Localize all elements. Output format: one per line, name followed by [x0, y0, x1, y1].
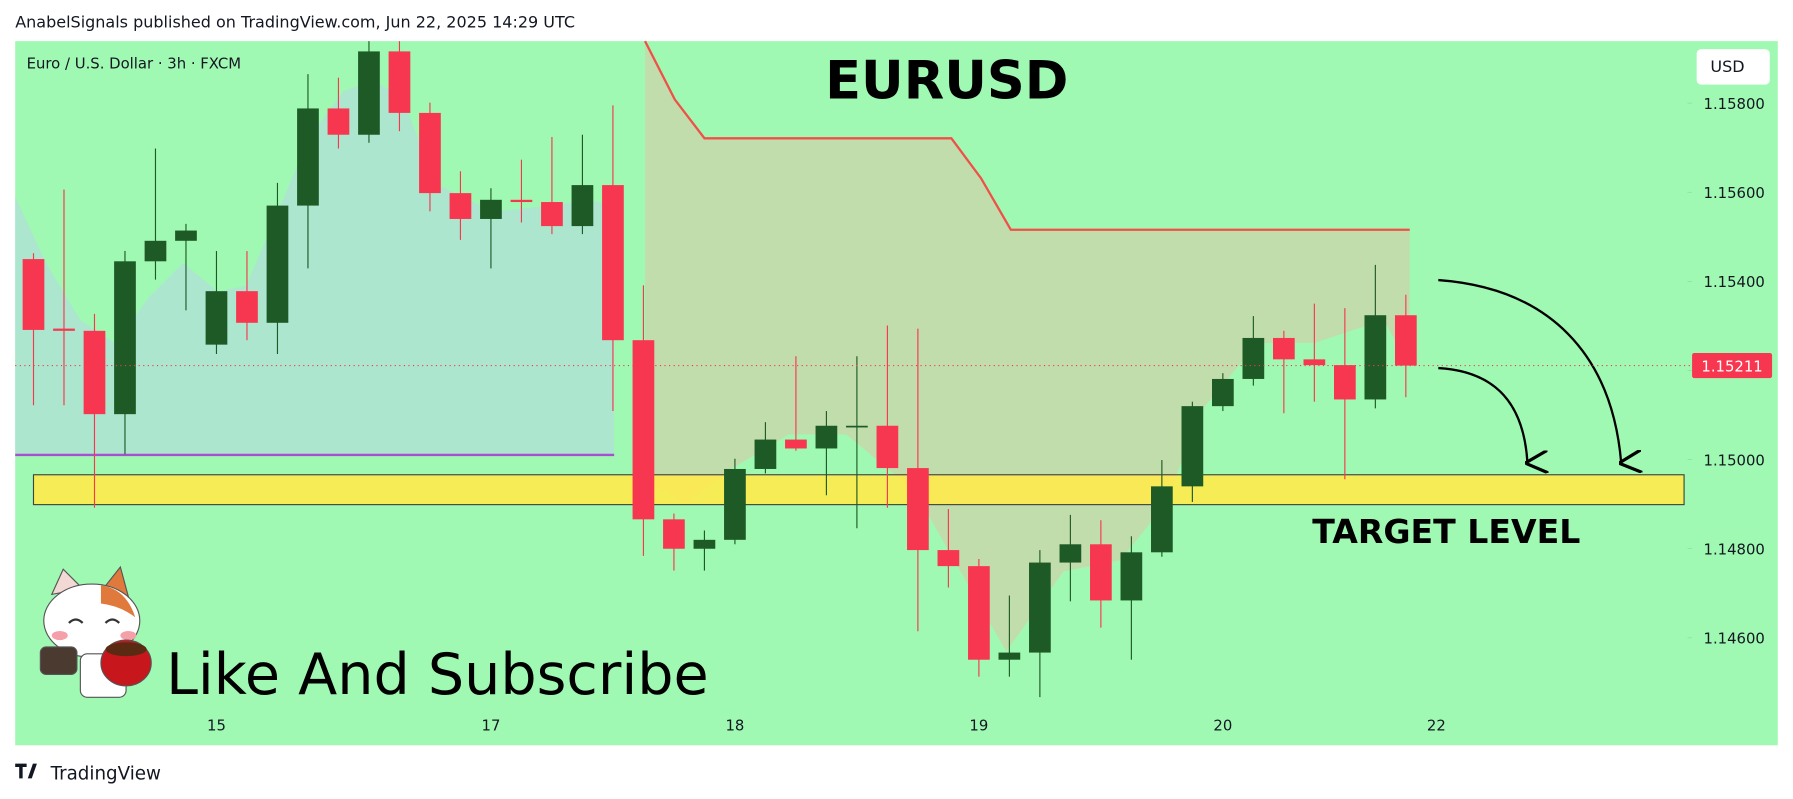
logo-mark — [15, 763, 37, 779]
candle-body — [663, 519, 685, 549]
candle-body — [449, 193, 472, 219]
cloud-area — [15, 80, 615, 455]
candle-body — [876, 425, 899, 469]
candle-body — [1120, 552, 1143, 601]
candle-body — [510, 199, 533, 203]
candle-body — [358, 51, 380, 135]
x-tick-label: 18 — [725, 716, 744, 734]
candle-body — [144, 240, 167, 262]
y-tick-label: 1.14600 — [1704, 630, 1765, 648]
cloud-area — [645, 41, 1410, 652]
footer-logo: TradingView — [15, 763, 161, 785]
candle-body — [327, 108, 350, 135]
candle-body — [1212, 378, 1234, 407]
indicator-overlay — [15, 40, 1410, 652]
candle-body — [388, 51, 411, 113]
candle-body — [785, 439, 807, 449]
resistance-line — [644, 40, 1410, 231]
candle-body — [1303, 359, 1326, 366]
candle-body — [632, 340, 655, 520]
candle-body — [571, 185, 594, 227]
mascot-eyes — [68, 618, 121, 624]
y-tick-label: 1.15600 — [1704, 184, 1765, 202]
header: AnabelSignals published on TradingView.c… — [15, 12, 575, 31]
candle-body — [83, 330, 106, 415]
candle-body — [114, 261, 136, 415]
arrow — [1438, 366, 1527, 463]
arrows — [1438, 278, 1621, 463]
y-tick-label: 1.15000 — [1704, 451, 1765, 469]
mascot-patch — [100, 585, 136, 618]
candle-body — [693, 539, 716, 549]
x-tick-label: 22 — [1427, 716, 1446, 734]
candle-body — [1151, 486, 1173, 553]
currency-box — [1696, 49, 1770, 85]
mascot-pot — [39, 646, 78, 675]
caption: Like And Subscribe — [166, 642, 709, 708]
candle-body — [968, 566, 990, 660]
candle-body — [1029, 562, 1051, 653]
last-price-label: 1.15211 — [1701, 357, 1762, 375]
candle-body — [846, 425, 868, 428]
footer: TradingView — [50, 764, 161, 785]
symbol-line: Euro / U.S. Dollar · 3h · FXCM — [27, 55, 241, 73]
candle-body — [907, 468, 929, 551]
candle-body — [480, 199, 502, 219]
candle-body — [175, 230, 197, 241]
x-tick-label: 15 — [207, 716, 226, 734]
candle-body — [1273, 337, 1295, 360]
candle-body — [22, 259, 45, 330]
candle-body — [1181, 406, 1204, 487]
candle-body — [541, 202, 563, 227]
x-tick-label: 17 — [481, 716, 500, 734]
mascot-blush — [120, 630, 137, 641]
mascot-blush — [51, 630, 68, 641]
candle-body — [1394, 315, 1417, 366]
currency: USD — [1710, 57, 1744, 76]
target-zone — [32, 474, 1685, 506]
candle-body — [236, 291, 258, 323]
y-tick-label: 1.15400 — [1704, 273, 1765, 291]
x-tick-label: 20 — [1213, 716, 1232, 734]
candle-body — [754, 439, 777, 469]
candle-body — [53, 328, 75, 331]
x-tick-label: 19 — [969, 716, 988, 734]
candle-body — [297, 108, 319, 206]
mascot-coffee — [105, 642, 147, 657]
candle-body — [724, 468, 746, 540]
y-tick-label: 1.14800 — [1704, 540, 1765, 558]
candle-body — [1333, 365, 1356, 400]
candle-body — [1059, 544, 1082, 563]
candle-body — [205, 291, 228, 345]
candle-body — [266, 205, 289, 323]
y-tick-label: 1.15800 — [1704, 95, 1765, 113]
last-price-box — [1692, 353, 1773, 379]
mascot — [39, 565, 152, 698]
candle-body — [937, 550, 960, 567]
candle-body — [1242, 337, 1265, 379]
annotation: TARGET LEVEL — [1312, 512, 1580, 551]
candle-body — [419, 112, 441, 194]
candle-body — [1090, 544, 1112, 601]
candle-body — [998, 652, 1021, 660]
candle-body — [1364, 315, 1387, 400]
arrow — [1438, 278, 1621, 463]
candle-body — [602, 185, 624, 341]
title: EURUSD — [825, 50, 1068, 111]
candle-body — [815, 425, 838, 449]
